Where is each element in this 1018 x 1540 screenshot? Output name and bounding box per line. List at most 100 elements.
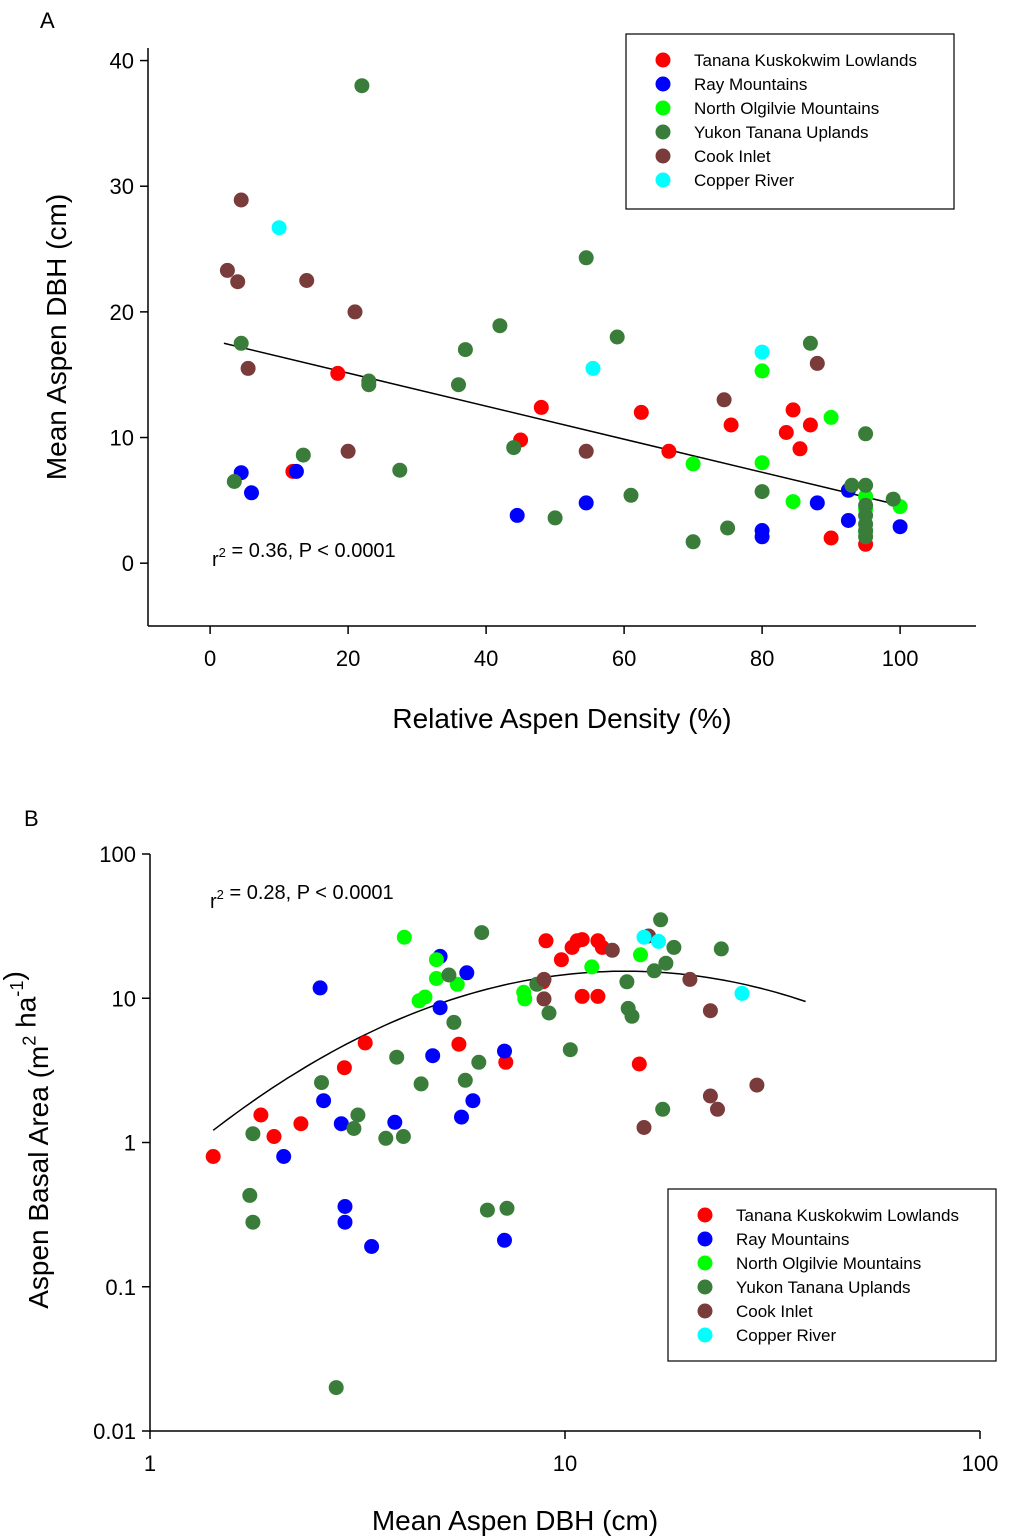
- data-point: [584, 959, 599, 974]
- data-point: [314, 1075, 329, 1090]
- data-point: [433, 1000, 448, 1015]
- data-point: [714, 941, 729, 956]
- data-point: [534, 400, 549, 415]
- data-point: [653, 912, 668, 927]
- data-point: [497, 1044, 512, 1059]
- x-tick-label: 80: [750, 646, 774, 671]
- data-point: [241, 361, 256, 376]
- data-point: [517, 991, 532, 1006]
- data-point: [230, 274, 245, 289]
- y-tick-label: 0.01: [93, 1419, 136, 1444]
- x-tick-label: 0: [204, 646, 216, 671]
- data-point: [329, 1380, 344, 1395]
- data-point: [755, 529, 770, 544]
- data-point: [337, 1060, 352, 1075]
- data-point: [755, 455, 770, 470]
- data-point: [542, 1006, 557, 1021]
- data-point: [354, 78, 369, 93]
- data-point: [666, 940, 681, 955]
- data-point: [497, 1233, 512, 1248]
- x-tick-label: 10: [553, 1451, 577, 1476]
- data-point: [720, 521, 735, 536]
- data-point: [686, 456, 701, 471]
- legend-marker: [698, 1280, 713, 1295]
- data-point: [637, 930, 652, 945]
- data-point: [803, 418, 818, 433]
- legend-label: Yukon Tanana Uplands: [736, 1278, 911, 1297]
- series-cook-inlet: [537, 929, 765, 1136]
- data-point: [272, 220, 287, 235]
- x-tick-label: 20: [336, 646, 360, 671]
- data-point: [624, 488, 639, 503]
- data-point: [632, 1057, 647, 1072]
- y-axis-label: Aspen Basal Area (m2 ha-1): [0, 971, 54, 1309]
- data-point: [387, 1115, 402, 1130]
- data-point: [267, 1129, 282, 1144]
- y-tick-label: 0: [122, 551, 134, 576]
- legend-label: Tanana Kuskokwim Lowlands: [694, 51, 917, 70]
- regression-fit-line: [224, 343, 900, 505]
- data-point: [414, 1076, 429, 1091]
- legend-label: North Olgilvie Mountains: [736, 1254, 921, 1273]
- data-point: [338, 1199, 353, 1214]
- legend-marker: [656, 101, 671, 116]
- y-tick-label: 100: [99, 842, 136, 867]
- data-point: [590, 989, 605, 1004]
- data-point: [824, 531, 839, 546]
- panel-a: A0 20 40 60 80 100010203040Relative Aspen Den…: [40, 8, 976, 734]
- data-point: [471, 1055, 486, 1070]
- data-point: [220, 263, 235, 278]
- data-point: [296, 448, 311, 463]
- data-point: [575, 989, 590, 1004]
- legend: Tanana Kuskokwim Lowlands Ray Mountains No…: [668, 1189, 996, 1361]
- legend-marker: [656, 77, 671, 92]
- data-point: [276, 1149, 291, 1164]
- data-point: [253, 1108, 268, 1123]
- data-point: [755, 484, 770, 499]
- series-copper-river: [272, 220, 770, 376]
- legend-label: Copper River: [694, 171, 794, 190]
- stats-annotation: r2 = 0.28, P < 0.0001: [210, 882, 394, 913]
- legend-label: Cook Inlet: [694, 147, 771, 166]
- data-point: [234, 336, 249, 351]
- data-point: [658, 956, 673, 971]
- data-point: [575, 932, 590, 947]
- data-point: [206, 1149, 221, 1164]
- data-point: [703, 1003, 718, 1018]
- data-point: [458, 342, 473, 357]
- data-point: [579, 444, 594, 459]
- data-point: [625, 1009, 640, 1024]
- data-point: [637, 1120, 652, 1135]
- data-point: [441, 968, 456, 983]
- data-point: [749, 1078, 764, 1093]
- data-point: [465, 1093, 480, 1108]
- legend-marker: [656, 149, 671, 164]
- data-point: [429, 952, 444, 967]
- data-point: [446, 1015, 461, 1030]
- data-point: [330, 366, 345, 381]
- stats-annotation: r2 = 0.36, P < 0.0001: [212, 540, 396, 571]
- data-point: [537, 991, 552, 1006]
- data-point: [458, 1073, 473, 1088]
- y-tick-label: 10: [112, 986, 136, 1011]
- data-point: [492, 318, 507, 333]
- data-point: [537, 972, 552, 987]
- x-tick-label: 1: [144, 1451, 156, 1476]
- data-point: [655, 1102, 670, 1117]
- data-point: [810, 495, 825, 510]
- series-tanana-kuskokwim-lowlands: [206, 932, 647, 1164]
- x-tick-label: 60: [612, 646, 636, 671]
- data-point: [844, 478, 859, 493]
- data-point: [810, 356, 825, 371]
- data-point: [858, 426, 873, 441]
- data-point: [299, 273, 314, 288]
- legend-marker: [698, 1256, 713, 1271]
- data-point: [289, 464, 304, 479]
- y-tick-label: 40: [110, 49, 134, 74]
- data-point: [346, 1121, 361, 1136]
- y-tick-label: 20: [110, 300, 134, 325]
- data-point: [293, 1116, 308, 1131]
- data-point: [389, 1050, 404, 1065]
- data-point: [500, 1201, 515, 1216]
- data-point: [510, 508, 525, 523]
